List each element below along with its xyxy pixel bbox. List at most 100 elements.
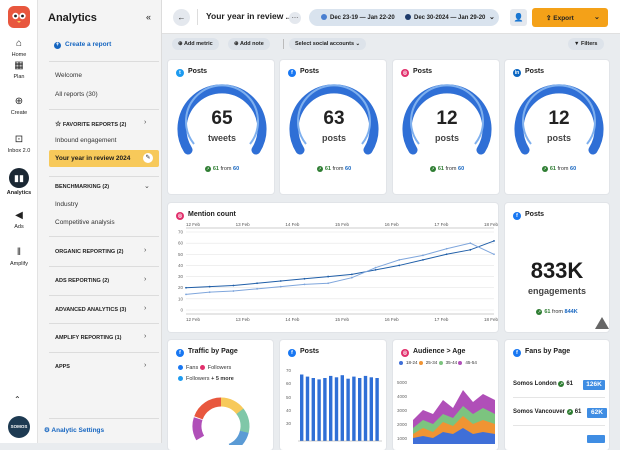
posts-gauge-card: f Posts 63 posts ↗ 61 from 60: [280, 60, 386, 194]
post-bar: [375, 378, 379, 441]
section-advanced-analytics[interactable]: ADVANCED ANALYTICS (3): [55, 307, 127, 313]
sidebar-item-inbound-engagement[interactable]: Inbound engagement: [55, 137, 117, 144]
chevron-up-icon[interactable]: ⌃: [14, 395, 21, 404]
delta-value: 61: [324, 166, 331, 172]
post-bar: [363, 375, 368, 441]
fans-by-page-card: f Fans by Page Somos London ↗ 61 126K Somo…: [505, 340, 609, 450]
filters-button[interactable]: ▼ Filters: [568, 38, 604, 50]
section-ads-reporting[interactable]: ADS REPORTING (2): [55, 278, 110, 284]
rail-amplify[interactable]: ǁ Amplify: [0, 247, 38, 267]
rail-inbox[interactable]: ⊡ Inbox 2.0: [0, 134, 38, 154]
y-tick: 40: [286, 407, 292, 413]
warning-icon[interactable]: [595, 317, 609, 329]
y-tick-label: 40: [178, 263, 184, 268]
posts-gauge: [177, 84, 267, 155]
page-name: Somos Vancouver: [513, 409, 566, 415]
data-point: [232, 290, 235, 292]
chevron-right-icon[interactable]: ›: [144, 362, 147, 369]
gauge-inner: [185, 84, 259, 145]
rail-label: Inbox 2.0: [7, 148, 31, 154]
rail-plan[interactable]: ▦ Plan: [0, 60, 38, 80]
x-tick-label: 18 Feb: [484, 317, 498, 322]
select-accounts-dropdown[interactable]: Select social accounts ⌄: [289, 38, 367, 50]
divider: [513, 425, 605, 426]
collapse-sidebar-icon[interactable]: «: [146, 12, 152, 22]
legend-label: 45-54: [465, 360, 477, 365]
inbox-icon: ⊡: [14, 134, 24, 145]
section-apps[interactable]: APPS: [55, 364, 70, 370]
org-avatar[interactable]: SOMOS: [8, 416, 30, 438]
section-label: FAVORITE REPORTS (2): [62, 122, 127, 128]
sidebar-item-competitive-analysis[interactable]: Competitive analysis: [55, 219, 115, 226]
gauge-fill: [289, 84, 379, 155]
chevron-down-icon: ⌄: [594, 14, 600, 21]
legend-dot: [458, 361, 463, 365]
y-tick: 4000: [397, 394, 408, 399]
post-bar: [369, 377, 373, 441]
sidebar-item-year-in-review[interactable]: Your year in review 2024 ✎: [49, 150, 159, 167]
analytic-settings-link[interactable]: ⚙ Analytic Settings: [44, 426, 104, 434]
date-range-selector[interactable]: Dec 23-19 — Jan 22-20 Dec 30-2024 — Jan …: [309, 9, 499, 26]
section-favorite-reports[interactable]: ☆ FAVORITE REPORTS (2): [55, 120, 126, 128]
chevron-down-icon[interactable]: ⌄: [144, 183, 150, 190]
from-value: 844K: [564, 309, 578, 315]
back-arrow-icon[interactable]: ←: [173, 9, 190, 26]
x-tick-label: 16 Feb: [385, 317, 400, 322]
rail-analytics[interactable]: ▮▮ Analytics: [0, 168, 38, 196]
rail-home[interactable]: ⌂ Home: [0, 38, 38, 58]
instagram-icon: ◎: [176, 212, 184, 220]
section-organic-reporting[interactable]: ORGANIC REPORTING (2): [55, 249, 124, 255]
chevron-right-icon[interactable]: ›: [144, 276, 147, 283]
card-title-text: Mention count: [188, 211, 236, 218]
sidebar-item-welcome[interactable]: Welcome: [55, 72, 82, 79]
card-title: f Traffic by Page: [176, 348, 238, 357]
chevron-right-icon[interactable]: ›: [144, 119, 147, 126]
section-amplify-reporting[interactable]: AMPLIFY REPORTING (1): [55, 335, 122, 341]
x-tick-label: 15 Feb: [335, 317, 350, 322]
y-tick: 3000: [397, 408, 408, 413]
data-point: [256, 282, 258, 285]
gauge-value: 63: [323, 108, 345, 129]
calendar-icon: ▦: [14, 60, 24, 71]
trend-up-icon: ↗: [316, 166, 323, 172]
pin-icon[interactable]: ✎: [143, 153, 153, 163]
export-icon: ⇪: [546, 15, 552, 22]
create-report-link[interactable]: + Create a report: [54, 41, 111, 49]
trend-up-icon: ↗: [566, 409, 573, 415]
add-note-button[interactable]: ⊕ Add note: [228, 38, 270, 50]
more-options-icon[interactable]: …: [289, 12, 301, 24]
rail-create[interactable]: ⊕ Create: [0, 96, 38, 116]
from-text: from: [557, 166, 569, 172]
fans-row: Somos London ↗ 61: [513, 381, 573, 387]
rail-ads[interactable]: ◀ Ads: [0, 210, 38, 230]
card-title-text: Posts: [525, 211, 545, 218]
fans-row: Somos Vancouver ↗ 61: [513, 409, 581, 415]
card-title: t Posts: [176, 68, 207, 77]
export-button[interactable]: ⇪ Export ⌄: [532, 8, 608, 27]
add-metric-button[interactable]: ⊕ Add metric: [172, 38, 219, 50]
y-tick: 1000: [397, 436, 408, 441]
hootsuite-logo[interactable]: [8, 6, 30, 28]
card-title-text: Posts: [188, 68, 208, 75]
more-legend-link[interactable]: + 5 more: [211, 376, 234, 382]
share-user-icon[interactable]: 👤: [510, 9, 527, 26]
chevron-right-icon[interactable]: ›: [144, 305, 147, 312]
trend-up-icon: ↗: [429, 166, 436, 172]
chevron-right-icon[interactable]: ›: [144, 333, 147, 340]
divider: [49, 352, 159, 353]
analytics-icon: ▮▮: [9, 168, 29, 188]
facebook-icon: f: [513, 349, 521, 357]
x-tick-label: 16 Feb: [385, 222, 400, 227]
rail-label: Ads: [14, 224, 24, 230]
sidebar-item-all-reports[interactable]: All reports (30): [55, 91, 98, 98]
sidebar-title: Analytics: [48, 12, 97, 24]
from-value: 60: [458, 166, 465, 172]
sidebar-item-industry[interactable]: Industry: [55, 201, 79, 208]
rail-label: Plan: [13, 74, 25, 80]
section-benchmarking[interactable]: BENCHMARKING (2): [55, 184, 110, 190]
instagram-icon: ◎: [401, 69, 409, 77]
chevron-right-icon[interactable]: ›: [144, 247, 147, 254]
gauge-unit: posts: [321, 133, 346, 143]
post-bar: [323, 378, 327, 441]
home-icon: ⌂: [15, 38, 23, 49]
